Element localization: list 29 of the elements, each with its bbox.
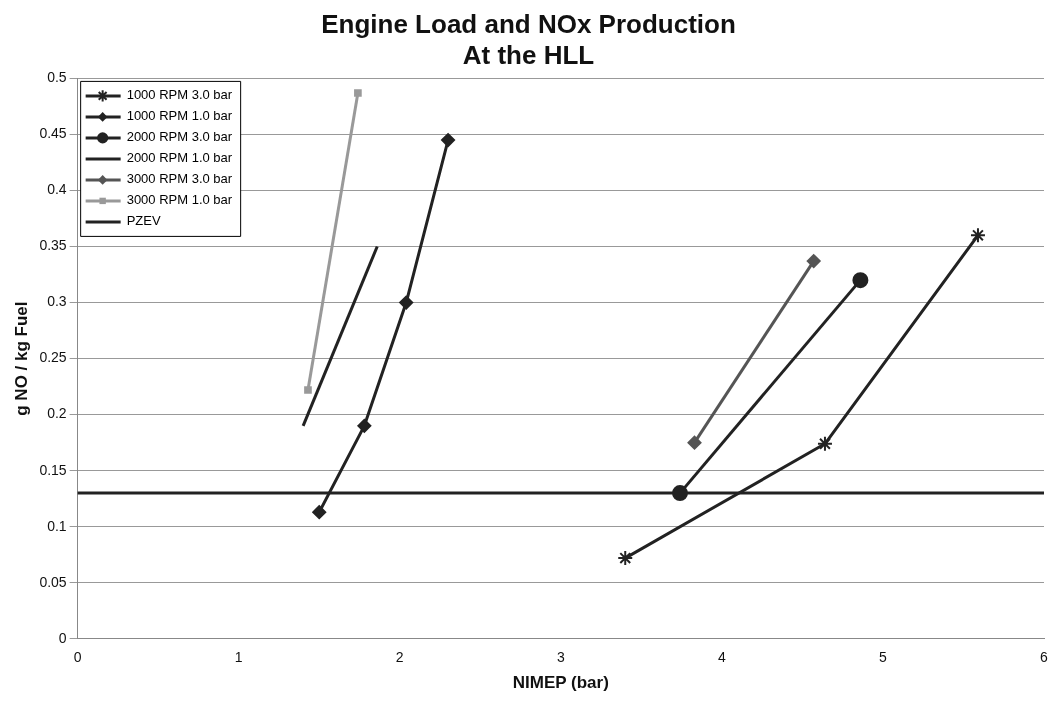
y-tick-label: 0.45: [39, 125, 67, 142]
y-tick-label: 0.1: [47, 517, 67, 534]
legend-label: 2000 RPM 3.0 bar: [126, 129, 233, 145]
x-tick-label: 4: [717, 649, 726, 666]
legend-label: 1000 RPM 3.0 bar: [126, 87, 233, 103]
y-axis-title: g NO / kg Fuel: [11, 301, 31, 416]
y-tick-label: 0: [58, 629, 67, 646]
text: Engine Load and NOx Production: [321, 8, 736, 39]
text: At the HLL: [462, 39, 595, 70]
legend-label: 3000 RPM 1.0 bar: [126, 192, 233, 208]
y-tick-label: 0.5: [47, 69, 67, 86]
x-tick-label: 6: [1040, 649, 1049, 666]
y-tick-label: 0.4: [47, 181, 67, 198]
x-tick-label: 2: [395, 649, 404, 666]
y-tick-label: 0.3: [47, 293, 67, 310]
y-tick-label: 0.35: [39, 237, 67, 254]
legend-label: 2000 RPM 1.0 bar: [126, 150, 233, 166]
y-tick-label: 0.05: [39, 573, 67, 590]
y-tick-label: 0.15: [39, 461, 67, 478]
legend-label: 1000 RPM 1.0 bar: [126, 108, 233, 124]
x-axis-title: NIMEP (bar): [512, 673, 609, 693]
legend-label: PZEV: [126, 213, 161, 229]
y-tick-label: 0.25: [39, 349, 67, 366]
x-tick-label: 5: [879, 649, 888, 666]
y-tick-label: 0.2: [47, 405, 67, 422]
x-tick-label: 3: [556, 649, 565, 666]
x-tick-label: 1: [234, 649, 243, 666]
x-tick-label: 0: [73, 649, 82, 666]
legend-label: 3000 RPM 3.0 bar: [126, 171, 233, 187]
